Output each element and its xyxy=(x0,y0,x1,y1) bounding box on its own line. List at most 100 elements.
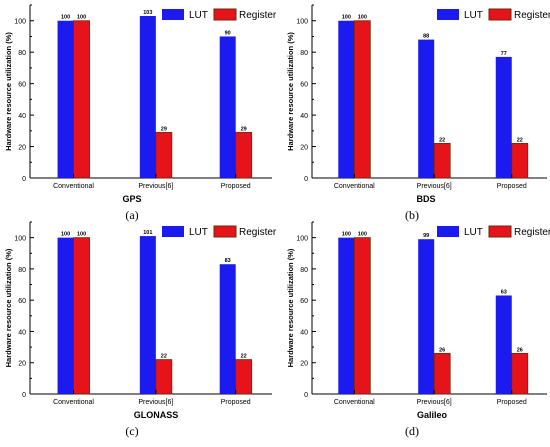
panel-1-y-axis-title: Hardware resource utilization (%) xyxy=(286,32,295,151)
panel-2-legend-text-register: Register xyxy=(239,227,277,238)
panel-0-category-label: Conventional xyxy=(53,183,94,190)
panel-1-bar-lut xyxy=(338,21,354,178)
panel-1-label-register: 22 xyxy=(517,137,523,143)
panel-0-label-lut: 103 xyxy=(143,10,152,16)
panel-0-label-register: 29 xyxy=(161,126,167,132)
panel-0-label-register: 29 xyxy=(241,126,247,132)
panel-0-category-label: Proposed xyxy=(221,183,251,190)
panel-3-category-label: Conventional xyxy=(334,399,375,406)
panel-1-legend-text-lut: LUT xyxy=(464,10,483,21)
panel-3-label-lut: 100 xyxy=(342,232,351,238)
panel-3-label-lut: 63 xyxy=(501,289,507,295)
panel-0-y-tick-label: 100 xyxy=(14,19,26,26)
panel-1-legend-swatch-register xyxy=(489,9,511,20)
panel-1-y-tick-label: 20 xyxy=(300,145,308,152)
panel-3-y-tick-label: 100 xyxy=(296,236,308,243)
panel-1-bar-register xyxy=(512,143,528,178)
panel-3-bar-register xyxy=(512,353,528,394)
panel-2-y-tick-label: 60 xyxy=(18,298,26,305)
panel-3-legend-text-register: Register xyxy=(514,227,550,238)
panel-3-label-lut: 99 xyxy=(423,233,429,239)
panel-2-y-tick-label: 40 xyxy=(18,329,26,336)
gnss-label-galileo: Galileo xyxy=(372,410,492,420)
panel-0-bar-lut xyxy=(140,16,156,178)
panel-2-legend-swatch-register xyxy=(214,226,236,237)
panel-3-legend-swatch-lut xyxy=(437,226,459,237)
panel-2-category-label: Proposed xyxy=(221,399,251,406)
panel-0-bar-register xyxy=(74,21,90,178)
gnss-label-gps: GPS xyxy=(72,194,192,204)
panel-2-category-label: Previous[6] xyxy=(138,399,173,406)
panel-0-legend-swatch-lut xyxy=(162,9,184,20)
panel-label-a: (a) xyxy=(102,208,162,223)
panel-1-category-label: Previous[6] xyxy=(417,183,452,190)
panel-0-y-tick-label: 0 xyxy=(22,176,26,183)
panel-2-label-lut: 83 xyxy=(225,258,231,264)
panel-3-legend-text-lut: LUT xyxy=(464,227,483,238)
panel-2-bar-register xyxy=(74,238,90,394)
panel-2-y-axis-title: Hardware resource utilization (%) xyxy=(4,248,13,367)
panel-2-legend-swatch-lut xyxy=(162,226,184,237)
panel-3-bar-lut xyxy=(418,239,434,394)
panel-2-label-register: 22 xyxy=(241,354,247,360)
panel-3-y-tick-label: 40 xyxy=(300,329,308,336)
panel-0-y-tick-label: 80 xyxy=(18,50,26,57)
panel-0-legend-text-lut: LUT xyxy=(189,10,208,21)
panel-2-legend-text-lut: LUT xyxy=(189,227,208,238)
panel-3-label-register: 26 xyxy=(517,347,523,353)
panel-2-category-label: Conventional xyxy=(53,399,94,406)
panel-1-label-lut: 100 xyxy=(342,15,351,21)
panel-1-label-register: 22 xyxy=(439,137,445,143)
panel-1-y-tick-label: 60 xyxy=(300,82,308,89)
panel-1-label-lut: 88 xyxy=(423,34,429,40)
panel-3-legend-swatch-register xyxy=(489,226,511,237)
panel-3-y-tick-label: 80 xyxy=(300,267,308,274)
panel-2-y-tick-label: 0 xyxy=(22,392,26,399)
panel-2-bar-register xyxy=(236,360,252,394)
panel-1-legend-swatch-lut xyxy=(437,9,459,20)
panel-1-bar-lut xyxy=(418,40,434,178)
panel-3-y-axis-title: Hardware resource utilization (%) xyxy=(286,248,295,367)
panel-3-category-label: Proposed xyxy=(497,399,527,406)
panel-2-label-lut: 100 xyxy=(61,232,70,238)
panel-0-label-lut: 100 xyxy=(61,15,70,21)
panel-label-d: (d) xyxy=(382,424,442,439)
panel-3-y-tick-label: 0 xyxy=(304,392,308,399)
panel-label-b: (b) xyxy=(382,208,442,223)
panel-0-y-tick-label: 20 xyxy=(18,145,26,152)
panel-2-y-tick-label: 80 xyxy=(18,267,26,274)
panel-0-label-register: 100 xyxy=(77,15,86,21)
panel-1-legend-text-register: Register xyxy=(514,10,550,21)
panel-3-bar-lut xyxy=(338,238,354,394)
panel-0-y-tick-label: 60 xyxy=(18,82,26,89)
panel-1-y-tick-label: 100 xyxy=(296,19,308,26)
panel-0-y-axis-title: Hardware resource utilization (%) xyxy=(4,32,13,151)
panel-2-y-tick-label: 100 xyxy=(14,236,26,243)
panel-2-label-register: 22 xyxy=(161,354,167,360)
gnss-label-glonass: GLONASS xyxy=(96,410,216,420)
panel-3-label-register: 100 xyxy=(358,232,367,238)
panel-3-y-tick-label: 60 xyxy=(300,298,308,305)
panel-2-bar-register xyxy=(156,360,172,394)
gnss-label-bds: BDS xyxy=(366,194,486,204)
panel-1-bar-register xyxy=(434,143,450,178)
panel-label-c: (c) xyxy=(102,424,162,439)
panel-1-y-tick-label: 40 xyxy=(300,113,308,120)
panel-1-category-label: Conventional xyxy=(334,183,375,190)
panel-0-label-lut: 90 xyxy=(225,30,231,36)
panel-2-bar-lut xyxy=(58,238,74,394)
panel-1-bar-lut xyxy=(496,57,512,178)
panel-0-bar-register xyxy=(236,132,252,178)
panel-0-bar-lut xyxy=(58,21,74,178)
panel-3-category-label: Previous[6] xyxy=(417,399,452,406)
panel-1-label-register: 100 xyxy=(358,15,367,21)
panel-0-y-tick-label: 40 xyxy=(18,113,26,120)
panel-3-bar-register xyxy=(434,353,450,394)
panel-3-y-tick-label: 20 xyxy=(300,361,308,368)
panel-2-label-register: 100 xyxy=(77,232,86,238)
panel-1-label-lut: 77 xyxy=(501,51,507,57)
panel-1-y-tick-label: 80 xyxy=(300,50,308,57)
panel-1-category-label: Proposed xyxy=(497,183,527,190)
